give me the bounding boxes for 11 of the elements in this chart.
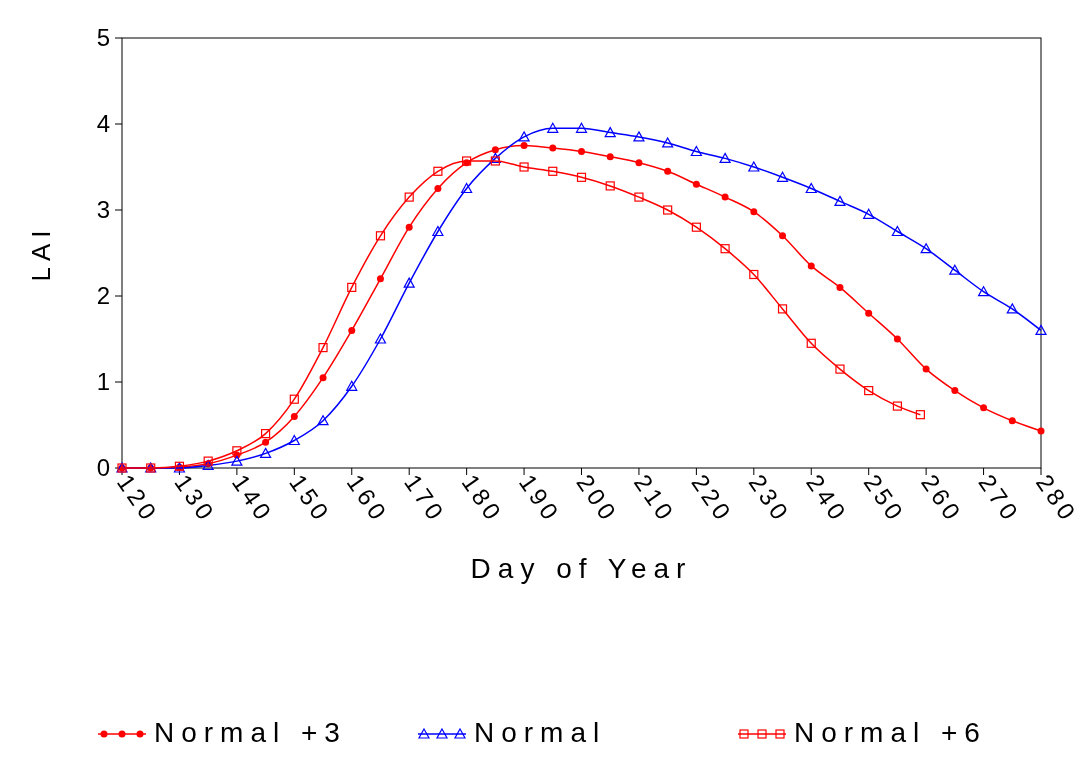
- x-axis-title: Day of Year: [470, 553, 693, 584]
- y-tick-label: 1: [96, 368, 110, 396]
- y-tick-label: 2: [96, 282, 110, 310]
- y-tick-label: 4: [96, 110, 110, 138]
- y-tick-label: 0: [96, 454, 110, 482]
- y-tick-label: 3: [96, 196, 110, 224]
- legend-label: Normal +6: [794, 717, 987, 748]
- y-tick-label: 5: [96, 24, 110, 52]
- legend-label: Normal +3: [154, 717, 347, 748]
- y-axis-title: LAI: [26, 224, 56, 282]
- legend-label: Normal: [474, 717, 607, 748]
